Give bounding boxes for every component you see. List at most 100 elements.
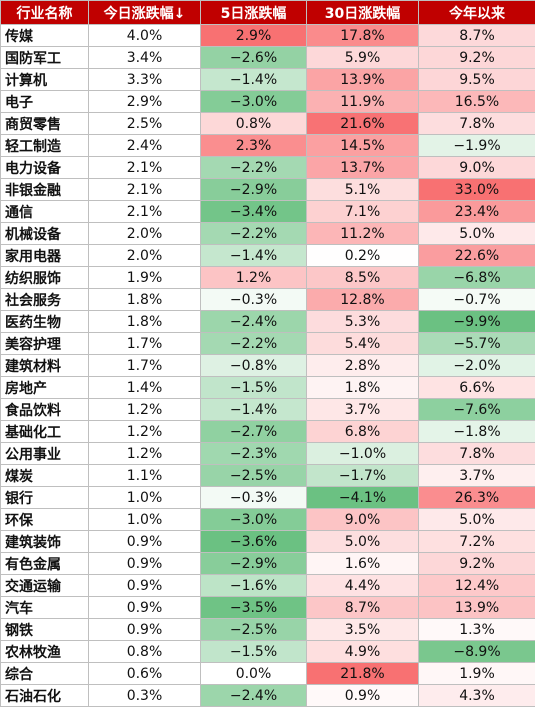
cell-daily-change: 4.0%: [89, 25, 201, 47]
cell-daily-change: 1.1%: [89, 465, 201, 487]
cell-5day-change: −0.3%: [201, 289, 307, 311]
cell-5day-change: −2.9%: [201, 553, 307, 575]
cell-industry-name: 商贸零售: [1, 113, 89, 135]
cell-ytd-change: 9.2%: [419, 47, 535, 69]
cell-5day-change: −2.3%: [201, 443, 307, 465]
cell-industry-name: 基础化工: [1, 421, 89, 443]
cell-industry-name: 医药生物: [1, 311, 89, 333]
cell-daily-change: 1.2%: [89, 399, 201, 421]
header-row: 行业名称 今日涨跌幅↓ 5日涨跌幅 30日涨跌幅 今年以来: [1, 1, 535, 25]
cell-daily-change: 0.6%: [89, 663, 201, 685]
cell-30day-change: 1.8%: [307, 377, 419, 399]
cell-ytd-change: 5.0%: [419, 223, 535, 245]
cell-5day-change: 2.3%: [201, 135, 307, 157]
cell-30day-change: 4.4%: [307, 575, 419, 597]
cell-industry-name: 轻工制造: [1, 135, 89, 157]
cell-ytd-change: 16.5%: [419, 91, 535, 113]
cell-daily-change: 1.4%: [89, 377, 201, 399]
cell-5day-change: −2.4%: [201, 685, 307, 707]
cell-daily-change: 2.9%: [89, 91, 201, 113]
cell-30day-change: 5.0%: [307, 531, 419, 553]
cell-daily-change: 1.7%: [89, 333, 201, 355]
cell-5day-change: −1.4%: [201, 245, 307, 267]
cell-5day-change: −1.5%: [201, 377, 307, 399]
cell-daily-change: 2.0%: [89, 245, 201, 267]
cell-5day-change: −2.7%: [201, 421, 307, 443]
cell-daily-change: 1.8%: [89, 289, 201, 311]
cell-industry-name: 建筑装饰: [1, 531, 89, 553]
cell-daily-change: 2.5%: [89, 113, 201, 135]
cell-industry-name: 环保: [1, 509, 89, 531]
cell-ytd-change: 23.4%: [419, 201, 535, 223]
cell-5day-change: −3.5%: [201, 597, 307, 619]
cell-30day-change: 13.7%: [307, 157, 419, 179]
cell-ytd-change: 6.6%: [419, 377, 535, 399]
cell-industry-name: 计算机: [1, 69, 89, 91]
cell-30day-change: 11.2%: [307, 223, 419, 245]
cell-5day-change: 0.8%: [201, 113, 307, 135]
cell-ytd-change: 26.3%: [419, 487, 535, 509]
cell-ytd-change: −2.0%: [419, 355, 535, 377]
cell-daily-change: 1.7%: [89, 355, 201, 377]
cell-ytd-change: −5.7%: [419, 333, 535, 355]
cell-30day-change: 8.5%: [307, 267, 419, 289]
cell-30day-change: 9.0%: [307, 509, 419, 531]
cell-ytd-change: 7.8%: [419, 113, 535, 135]
cell-5day-change: 0.0%: [201, 663, 307, 685]
cell-daily-change: 1.0%: [89, 509, 201, 531]
cell-5day-change: −3.0%: [201, 91, 307, 113]
cell-daily-change: 1.2%: [89, 421, 201, 443]
header-industry-name[interactable]: 行业名称: [1, 1, 89, 25]
cell-30day-change: −1.7%: [307, 465, 419, 487]
cell-industry-name: 传媒: [1, 25, 89, 47]
cell-ytd-change: −7.6%: [419, 399, 535, 421]
cell-5day-change: 2.9%: [201, 25, 307, 47]
cell-ytd-change: 13.9%: [419, 597, 535, 619]
cell-industry-name: 社会服务: [1, 289, 89, 311]
cell-industry-name: 有色金属: [1, 553, 89, 575]
cell-5day-change: −1.6%: [201, 575, 307, 597]
cell-30day-change: 21.8%: [307, 663, 419, 685]
cell-30day-change: 6.8%: [307, 421, 419, 443]
cell-ytd-change: 12.4%: [419, 575, 535, 597]
cell-industry-name: 公用事业: [1, 443, 89, 465]
cell-30day-change: 2.8%: [307, 355, 419, 377]
cell-5day-change: −2.2%: [201, 157, 307, 179]
cell-5day-change: −3.0%: [201, 509, 307, 531]
cell-5day-change: −2.9%: [201, 179, 307, 201]
cell-daily-change: 2.1%: [89, 157, 201, 179]
cell-daily-change: 1.9%: [89, 267, 201, 289]
cell-industry-name: 机械设备: [1, 223, 89, 245]
header-daily-change[interactable]: 今日涨跌幅↓: [89, 1, 201, 25]
cell-30day-change: 0.2%: [307, 245, 419, 267]
cell-ytd-change: −1.9%: [419, 135, 535, 157]
cell-ytd-change: 9.0%: [419, 157, 535, 179]
cell-5day-change: −2.5%: [201, 465, 307, 487]
header-5day-change[interactable]: 5日涨跌幅: [201, 1, 307, 25]
cell-ytd-change: 5.0%: [419, 509, 535, 531]
header-ytd-change[interactable]: 今年以来: [419, 1, 535, 25]
cell-daily-change: 3.3%: [89, 69, 201, 91]
header-30day-change[interactable]: 30日涨跌幅: [307, 1, 419, 25]
cell-30day-change: 3.5%: [307, 619, 419, 641]
cell-ytd-change: 33.0%: [419, 179, 535, 201]
cell-5day-change: −1.5%: [201, 641, 307, 663]
cell-30day-change: 5.1%: [307, 179, 419, 201]
cell-30day-change: 12.8%: [307, 289, 419, 311]
cell-5day-change: 1.2%: [201, 267, 307, 289]
